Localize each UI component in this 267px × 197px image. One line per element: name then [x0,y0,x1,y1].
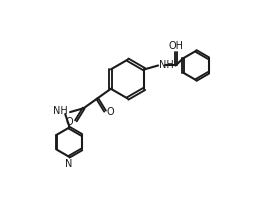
Text: O: O [107,107,115,117]
Text: N: N [65,159,73,169]
Text: OH: OH [168,41,183,51]
Text: O: O [65,117,73,127]
Text: NH: NH [159,60,174,71]
Text: NH: NH [53,106,68,116]
